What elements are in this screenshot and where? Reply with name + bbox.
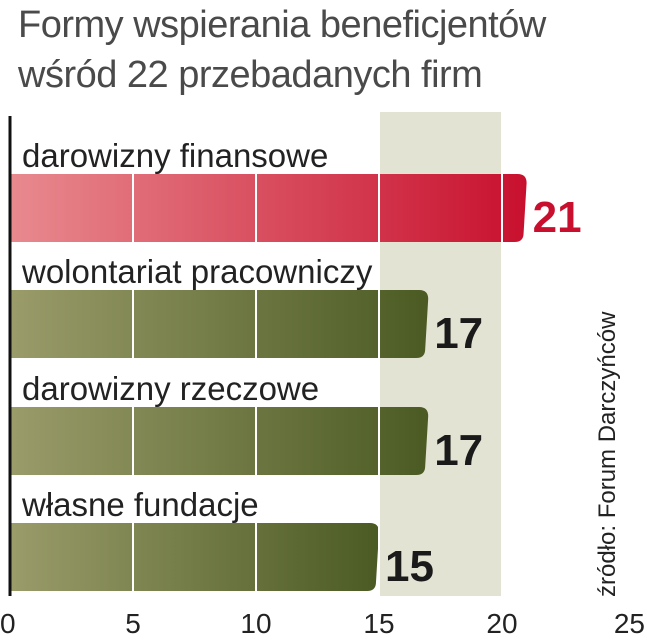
source-note: źródło: Forum Darczyńców — [594, 311, 621, 597]
x-tick-label-10: 10 — [240, 608, 271, 639]
category-label-3: darowizny rzeczowe — [22, 370, 319, 407]
x-tick-label-5: 5 — [125, 608, 141, 639]
value-label-2: 17 — [434, 309, 483, 358]
bar-1 — [10, 174, 527, 242]
value-label-4: 15 — [385, 542, 434, 591]
value-label-3: 17 — [434, 426, 483, 475]
category-label-1: darowizny finansowe — [22, 137, 328, 174]
chart-title-line-1: Formy wspierania beneficjentów — [18, 4, 546, 46]
bar-3 — [10, 407, 429, 475]
x-tick-label-15: 15 — [363, 608, 394, 639]
category-label-2: wolontariat pracowniczy — [21, 253, 373, 290]
x-tick-label-0: 0 — [0, 608, 16, 639]
category-label-4: własne fundacje — [21, 486, 259, 523]
value-label-1: 21 — [533, 193, 582, 242]
chart-title-line-2: wśród 22 przebadanych firm — [18, 54, 483, 96]
x-tick-label-25: 25 — [614, 608, 645, 639]
x-tick-label-20: 20 — [486, 608, 517, 639]
bar-2 — [10, 290, 429, 358]
bar-4 — [10, 523, 379, 591]
